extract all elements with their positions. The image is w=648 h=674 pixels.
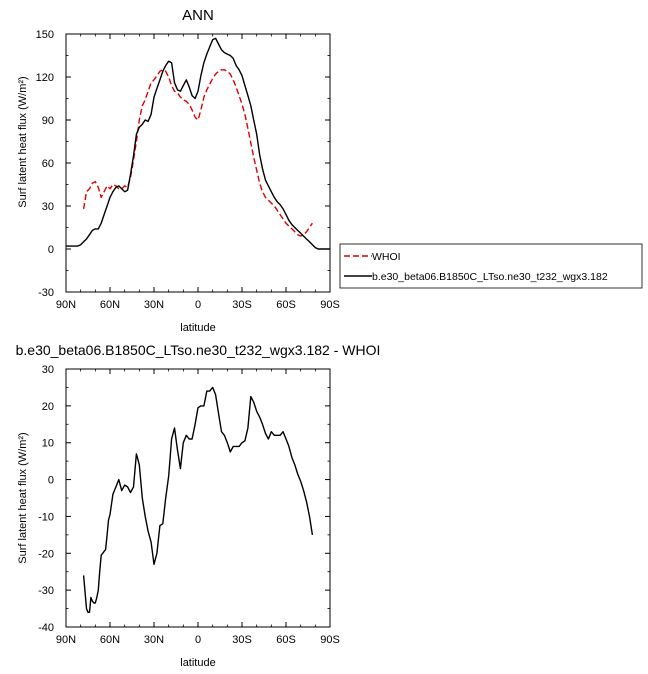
top-x-tick-label: 0 (195, 299, 201, 311)
bottom-y-tick-label: 10 (42, 438, 54, 450)
top-legend: WHOI b.e30_beta06.B1850C_LTso.ne30_t232_… (339, 243, 643, 289)
bottom-x-tick-label: 30N (144, 634, 164, 646)
top-y-tick-label: 120 (36, 72, 54, 84)
bottom-y-axis-label: Surf latent heat flux (W/m²) (17, 432, 29, 563)
bottom-x-tick-label: 0 (195, 634, 201, 646)
top-series-line-1 (66, 37, 330, 250)
legend-label-whoi: WHOI (372, 251, 401, 263)
bottom-y-tick-label: -20 (38, 548, 54, 560)
bottom-y-tick-label: 0 (48, 475, 54, 487)
top-y-label-group: Surf latent heat flux (W/m²) (17, 76, 29, 207)
top-series-line-0 (82, 69, 313, 237)
top-y-tick-label: -30 (38, 287, 54, 299)
bottom-y-label-group: Surf latent heat flux (W/m²) (17, 432, 29, 563)
bottom-chart-title: b.e30_beta06.B1850C_LTso.ne30_t232_wgx3.… (16, 342, 381, 358)
top-y-tick-label: 30 (42, 201, 54, 213)
bottom-y-tick-label: 20 (42, 401, 54, 413)
top-y-tick-label: 90 (42, 115, 54, 127)
top-plot-frame (65, 33, 331, 293)
top-x-tick-label: 60N (100, 299, 120, 311)
top-series-group (66, 37, 330, 250)
top-y-axis-label: Surf latent heat flux (W/m²) (17, 76, 29, 207)
top-x-tick-label: 30N (144, 299, 164, 311)
legend-label-model: b.e30_beta06.B1850C_LTso.ne30_t232_wgx3.… (372, 271, 608, 283)
bottom-series-line-0 (82, 386, 314, 613)
bottom-y-tick-label: 30 (42, 364, 54, 376)
bottom-x-tick-label: 90N (56, 634, 76, 646)
bottom-x-tick-label: 60N (100, 634, 120, 646)
bottom-y-tick-label: -40 (38, 622, 54, 634)
bottom-axis-ticks: 90N 60N 30N 0 30S 60S 90S -40 -30 -20 -10 0 10 20 30 (38, 364, 340, 646)
top-x-tick-label: 60S (276, 299, 296, 311)
top-axis-ticks: 90N 60N 30N 0 30S 60S 90S -30 0 30 60 90 120 150 (36, 29, 340, 311)
bottom-y-tick-label: -30 (38, 585, 54, 597)
top-x-tick-label: 30S (232, 299, 252, 311)
bottom-plot-frame (65, 368, 331, 628)
top-x-tick-label: 90N (56, 299, 76, 311)
bottom-x-axis-label: latitude (180, 657, 215, 669)
top-x-tick-label: 90S (320, 299, 340, 311)
top-chart-title: ANN (182, 7, 214, 24)
top-chart: ANN Surf latent heat flux (W/m²) latitud… (17, 7, 340, 334)
legend-box (339, 243, 643, 289)
bottom-chart: b.e30_beta06.B1850C_LTso.ne30_t232_wgx3.… (16, 342, 381, 669)
bottom-y-tick-label: -10 (38, 511, 54, 523)
top-y-tick-label: 0 (48, 244, 54, 256)
bottom-x-tick-label: 30S (232, 634, 252, 646)
top-x-axis-label: latitude (180, 322, 215, 334)
bottom-series-group (82, 386, 314, 613)
top-y-tick-label: 150 (36, 29, 54, 41)
top-y-tick-label: 60 (42, 158, 54, 170)
bottom-x-tick-label: 60S (276, 634, 296, 646)
bottom-x-tick-label: 90S (320, 634, 340, 646)
